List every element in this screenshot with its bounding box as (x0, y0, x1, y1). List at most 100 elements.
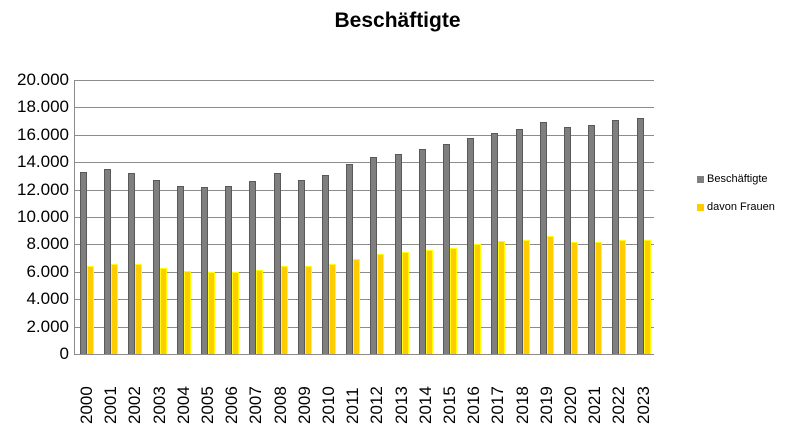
x-tick-label: 2011 (343, 387, 363, 424)
bar-beschaeftigte (370, 156, 378, 354)
y-tick-label: 2.000 (26, 316, 69, 336)
x-tick-label: 2000 (77, 386, 96, 424)
y-tick-label: 6.000 (26, 261, 69, 281)
gridline (74, 244, 654, 246)
chart-title: Beschäftigte (334, 9, 461, 32)
y-tick-label: 12.000 (17, 179, 69, 199)
gridline (74, 217, 654, 218)
gridline (74, 326, 654, 328)
x-tick-label: 2016 (464, 386, 484, 424)
bar-beschaeftigte (322, 174, 329, 354)
bar-beschaeftigte (612, 120, 620, 354)
x-tick-label: 2019 (536, 386, 556, 424)
x-tick-label: 2002 (125, 386, 145, 424)
gridline (74, 107, 654, 109)
bar-davon-frauen (87, 266, 94, 354)
bar-davon-frauen (304, 266, 312, 354)
y-tick-label: 4.000 (26, 289, 69, 309)
x-tick-label: 2012 (367, 386, 387, 424)
x-tick-label: 2013 (391, 386, 411, 424)
y-tick-label: 16.000 (17, 124, 69, 144)
bar-davon-frauen (377, 254, 385, 354)
bar-beschaeftigte (467, 137, 475, 354)
bar-beschaeftigte (297, 180, 305, 354)
bar-beschaeftigte (515, 129, 523, 354)
gridline (74, 80, 654, 81)
bar-davon-frauen (353, 258, 361, 354)
bar-davon-frauen (450, 247, 457, 354)
bar-davon-frauen (159, 267, 167, 354)
legend-item-frauen: davon Frauen (697, 200, 775, 214)
bar-beschaeftigte (443, 144, 450, 354)
bar-davon-frauen (111, 264, 119, 354)
gridline (74, 189, 654, 191)
y-tick-label: 18.000 (17, 97, 69, 117)
bar-beschaeftigte (491, 133, 499, 354)
bar-davon-frauen (643, 239, 651, 354)
bar-beschaeftigte (636, 117, 644, 354)
x-tick-label: 2005 (198, 386, 217, 424)
bar-davon-frauen (256, 269, 264, 354)
x-tick-label: 2007 (246, 386, 266, 424)
bar-beschaeftigte (104, 169, 112, 354)
bar-beschaeftigte (394, 153, 402, 354)
legend-item-beschaeftigte: Beschäftigte (697, 172, 775, 186)
bar-davon-frauen (571, 241, 578, 354)
bar-beschaeftigte (201, 186, 208, 354)
bar-davon-frauen (135, 264, 143, 354)
bar-davon-frauen (619, 239, 627, 354)
bar-davon-frauen (183, 271, 191, 354)
legend-swatch-yellow (697, 203, 704, 211)
bar-beschaeftigte (418, 148, 426, 354)
bar-beschaeftigte (128, 173, 136, 354)
x-tick-label: 2015 (440, 386, 459, 424)
x-tick-label: 2020 (561, 386, 580, 424)
y-tick-label: 8.000 (26, 234, 69, 254)
y-tick-label: 0 (59, 344, 69, 363)
gridline (74, 162, 654, 164)
gridline (74, 354, 654, 355)
bar-beschaeftigte (273, 173, 281, 354)
x-tick-label: 2017 (488, 386, 508, 424)
x-tick-label: 2021 (585, 386, 605, 424)
bar-beschaeftigte (564, 126, 571, 354)
bar-beschaeftigte (176, 185, 184, 354)
bar-davon-frauen (208, 271, 215, 354)
gridline (74, 299, 654, 301)
plot-area (74, 80, 654, 355)
x-tick-label: 2008 (270, 386, 290, 424)
x-tick-label: 2009 (294, 386, 314, 424)
bar-beschaeftigte (346, 163, 354, 354)
bar-davon-frauen (546, 235, 554, 354)
x-tick-label: 2018 (512, 386, 532, 424)
y-tick-label: 20.000 (17, 70, 69, 89)
bar-beschaeftigte (539, 121, 547, 354)
bar-beschaeftigte (588, 124, 596, 354)
legend-swatch-gray (697, 175, 704, 183)
bar-davon-frauen (401, 251, 409, 354)
bar-beschaeftigte (249, 181, 257, 354)
bar-davon-frauen (474, 243, 482, 354)
bar-davon-frauen (280, 266, 288, 354)
gridline (74, 134, 654, 136)
bar-beschaeftigte (225, 185, 233, 354)
x-tick-label: 2010 (319, 386, 338, 424)
legend-label: davon Frauen (707, 201, 775, 213)
bar-davon-frauen (329, 264, 336, 354)
x-tick-label: 2023 (633, 386, 653, 424)
x-tick-label: 2003 (149, 386, 169, 424)
bar-davon-frauen (522, 239, 530, 354)
bar-davon-frauen (425, 249, 433, 354)
legend: Beschäftigte davon Frauen (697, 172, 775, 228)
x-tick-label: 2004 (173, 386, 193, 424)
bar-davon-frauen (498, 240, 506, 354)
bar-davon-frauen (232, 271, 240, 354)
y-tick-label: 14.000 (17, 152, 69, 172)
x-tick-label: 2014 (415, 386, 435, 424)
x-tick-label: 2001 (101, 386, 121, 424)
legend-label: Beschäftigte (707, 173, 768, 185)
x-tick-label: 2006 (222, 386, 242, 424)
y-tick-label: 10.000 (17, 207, 69, 226)
bar-davon-frauen (595, 241, 603, 354)
bar-beschaeftigte (152, 180, 160, 354)
